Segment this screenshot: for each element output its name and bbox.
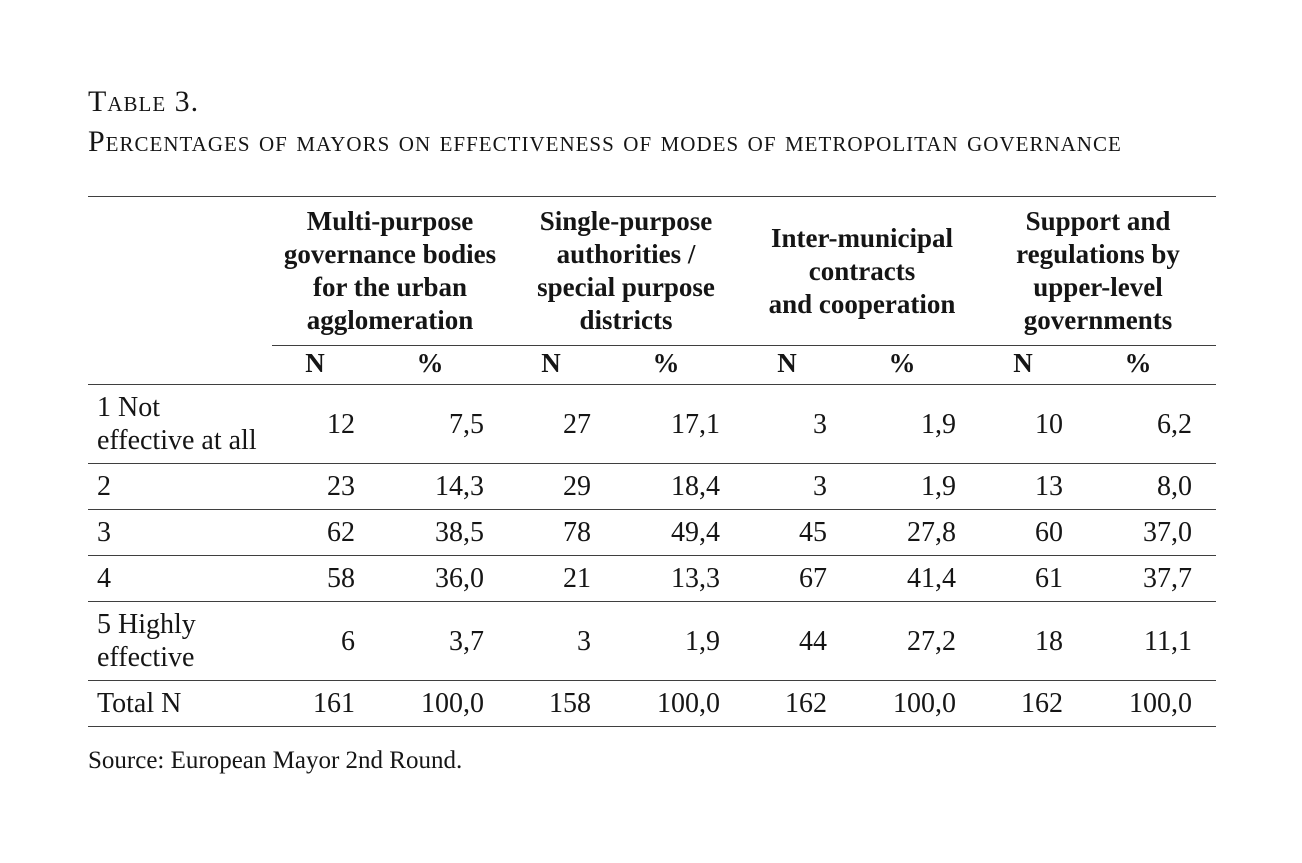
col-group-inter-municipal: Inter-municipal contracts and cooperatio… — [744, 196, 981, 346]
cell-value: 29 — [508, 463, 608, 510]
sub-header-pct: % — [1080, 345, 1217, 385]
cell-value: 23 — [272, 463, 372, 510]
cell-value: 6,2 — [1080, 384, 1217, 464]
table-section: Table 3. Percentages of mayors on effect… — [88, 82, 1217, 776]
table-row-2: 2 23 14,3 29 18,4 3 1,9 13 8,0 — [88, 463, 1217, 510]
cell-value: 44 — [744, 601, 844, 681]
cell-value: 27 — [508, 384, 608, 464]
cell-value: 3 — [508, 601, 608, 681]
sub-header-pct: % — [844, 345, 981, 385]
cell-value: 27,8 — [844, 509, 981, 556]
table-row-total: Total N 161 100,0 158 100,0 162 100,0 16… — [88, 680, 1217, 727]
cell-value: 78 — [508, 509, 608, 556]
cell-value: 49,4 — [608, 509, 744, 556]
row-label: 1 Not effective at all — [88, 384, 272, 464]
cell-value: 6 — [272, 601, 372, 681]
sub-header-pct: % — [372, 345, 508, 385]
cell-value: 3 — [744, 463, 844, 510]
cell-value: 11,1 — [1080, 601, 1217, 681]
sub-header-n: N — [508, 345, 608, 385]
col-group-single-purpose: Single-purpose authorities / special pur… — [508, 196, 744, 346]
cell-value: 13 — [980, 463, 1081, 510]
cell-value: 37,0 — [1080, 509, 1217, 556]
cell-value: 38,5 — [372, 509, 508, 556]
cell-value: 100,0 — [608, 680, 744, 727]
col-group-multi-purpose: Multi-purpose governance bodies for the … — [272, 196, 508, 346]
cell-value: 100,0 — [372, 680, 508, 727]
cell-value: 61 — [980, 555, 1081, 602]
sub-header-row: N % N % N % N % — [88, 345, 1217, 385]
cell-value: 18,4 — [608, 463, 744, 510]
cell-value: 21 — [508, 555, 608, 602]
cell-value: 100,0 — [1080, 680, 1217, 727]
row-label: 5 Highly effective — [88, 601, 272, 681]
cell-value: 100,0 — [844, 680, 981, 727]
cell-value: 58 — [272, 555, 372, 602]
sub-header-n: N — [272, 345, 372, 385]
table-row-3: 3 62 38,5 78 49,4 45 27,8 60 37,0 — [88, 509, 1217, 556]
table-caption: Percentages of mayors on effectiveness o… — [88, 125, 1122, 158]
cell-value: 3 — [744, 384, 844, 464]
cell-value: 161 — [272, 680, 372, 727]
cell-value: 13,3 — [608, 555, 744, 602]
group-header-row: Multi-purpose governance bodies for the … — [88, 196, 1217, 385]
cell-value: 60 — [980, 509, 1081, 556]
cell-value: 45 — [744, 509, 844, 556]
cell-value: 162 — [980, 680, 1081, 727]
cell-value: 36,0 — [372, 555, 508, 602]
corner-cell — [88, 196, 272, 385]
cell-value: 10 — [980, 384, 1081, 464]
row-label: 3 — [88, 509, 272, 556]
cell-value: 14,3 — [372, 463, 508, 510]
cell-value: 7,5 — [372, 384, 508, 464]
cell-value: 158 — [508, 680, 608, 727]
sub-header-n: N — [744, 345, 844, 385]
effectiveness-table: Multi-purpose governance bodies for the … — [88, 196, 1217, 727]
sub-header-pct: % — [608, 345, 744, 385]
cell-value: 67 — [744, 555, 844, 602]
cell-value: 62 — [272, 509, 372, 556]
cell-value: 17,1 — [608, 384, 744, 464]
cell-value: 12 — [272, 384, 372, 464]
cell-value: 3,7 — [372, 601, 508, 681]
sub-header-n: N — [980, 345, 1081, 385]
table-number-heading: Table 3. — [88, 85, 200, 118]
cell-value: 8,0 — [1080, 463, 1217, 510]
table-row-4: 4 58 36,0 21 13,3 67 41,4 61 37,7 — [88, 555, 1217, 602]
table-row-not-effective: 1 Not effective at all 12 7,5 27 17,1 3 … — [88, 384, 1217, 464]
cell-value: 18 — [980, 601, 1081, 681]
cell-value: 1,9 — [844, 384, 981, 464]
table-row-highly-effective: 5 Highly effective 6 3,7 3 1,9 44 27,2 1… — [88, 601, 1217, 681]
cell-value: 41,4 — [844, 555, 981, 602]
cell-value: 1,9 — [608, 601, 744, 681]
cell-value: 1,9 — [844, 463, 981, 510]
row-label: 2 — [88, 463, 272, 510]
row-label: Total N — [88, 680, 272, 727]
cell-value: 37,7 — [1080, 555, 1217, 602]
cell-value: 162 — [744, 680, 844, 727]
row-label: 4 — [88, 555, 272, 602]
cell-value: 27,2 — [844, 601, 981, 681]
source-note: Source: European Mayor 2nd Round. — [88, 747, 463, 774]
col-group-upper-level: Support and regulations by upper-level g… — [980, 196, 1217, 346]
